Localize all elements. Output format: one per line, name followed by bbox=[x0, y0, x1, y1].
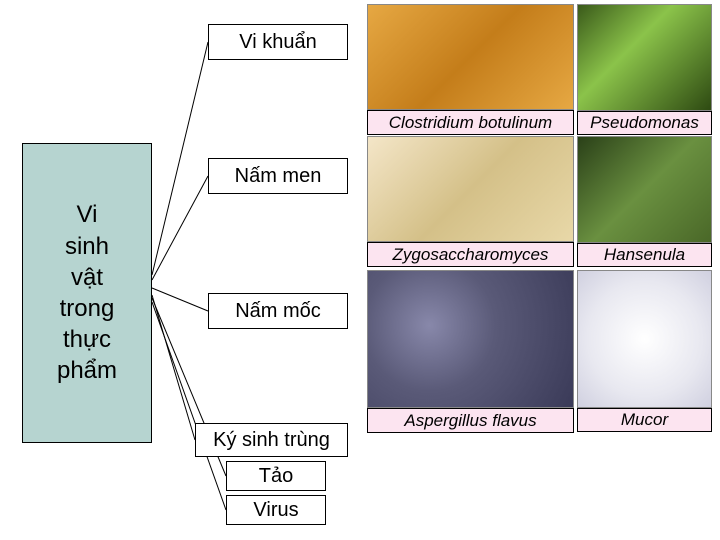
category-label: Virus bbox=[253, 499, 298, 522]
species-label: Mucor bbox=[621, 410, 668, 430]
category-virus: Virus bbox=[226, 495, 326, 525]
lbl-clostridium: Clostridium botulinum bbox=[367, 110, 574, 135]
lbl-hansenula: Hansenula bbox=[577, 243, 712, 267]
lbl-mucor: Mucor bbox=[577, 408, 712, 432]
category-label: Nấm mốc bbox=[235, 300, 321, 323]
category-tao: Tảo bbox=[226, 461, 326, 491]
species-label: Clostridium botulinum bbox=[389, 113, 552, 133]
img-aspergillus bbox=[367, 270, 574, 408]
lbl-pseudomonas: Pseudomonas bbox=[577, 111, 712, 135]
img-clostridium bbox=[367, 4, 574, 110]
species-label: Aspergillus flavus bbox=[404, 411, 536, 431]
lbl-zygo: Zygosaccharomyces bbox=[367, 242, 574, 267]
species-label: Pseudomonas bbox=[590, 113, 699, 133]
root-label: Vi sinh vật trong thực phẩm bbox=[57, 199, 117, 386]
img-pseudomonas bbox=[577, 4, 712, 111]
category-ky-sinh-trung: Ký sinh trùng bbox=[195, 423, 348, 457]
category-vi-khuan: Vi khuẩn bbox=[208, 24, 348, 60]
category-label: Nấm men bbox=[235, 165, 322, 188]
category-label: Ký sinh trùng bbox=[213, 429, 330, 452]
lbl-aspergillus: Aspergillus flavus bbox=[367, 408, 574, 433]
category-label: Vi khuẩn bbox=[239, 31, 316, 54]
img-mucor bbox=[577, 270, 712, 408]
species-label: Hansenula bbox=[604, 245, 685, 265]
category-nam-men: Nấm men bbox=[208, 158, 348, 194]
root-node: Vi sinh vật trong thực phẩm bbox=[22, 143, 152, 443]
img-hansenula bbox=[577, 136, 712, 243]
species-label: Zygosaccharomyces bbox=[393, 245, 549, 265]
category-nam-moc: Nấm mốc bbox=[208, 293, 348, 329]
category-label: Tảo bbox=[259, 465, 293, 488]
img-zygo bbox=[367, 136, 574, 242]
